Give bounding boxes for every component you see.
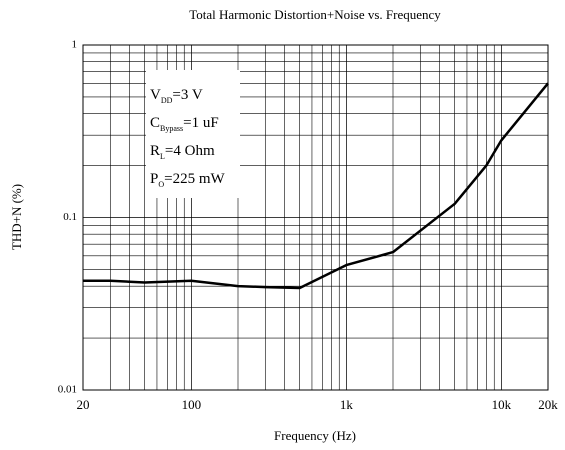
annotation-subscript: L [160,152,165,161]
chart-title: Total Harmonic Distortion+Noise vs. Freq… [189,7,441,22]
annotation-symbol: R [150,143,160,159]
annotation-subscript: DD [161,96,173,105]
annotation-box [146,70,240,198]
annotation: PO=225 mW [150,171,226,188]
annotation-value: =3 V [172,87,202,103]
x-tick-label: 10k [492,397,512,412]
annotation-value: =4 Ohm [165,143,215,159]
annotation-symbol: P [150,171,158,187]
x-tick-label: 1k [340,397,354,412]
annotation-symbol: C [150,115,160,131]
annotation-symbol: V [150,87,161,103]
y-axis-label: THD+N (%) [9,184,24,250]
y-tick-label: 0.01 [58,384,77,396]
annotation-value: =225 mW [164,171,225,187]
plot-frame [82,44,549,391]
y-tick-label: 0.1 [63,211,77,223]
x-tick-label: 20k [538,397,558,412]
y-tick-label: 1 [72,39,78,51]
annotation-subscript: Bypass [160,124,183,133]
annotation-value: =1 uF [183,115,219,131]
x-axis-label: Frequency (Hz) [274,428,356,443]
annotation: CBypass=1 uF [150,115,219,132]
annotation: VDD=3 V [150,87,203,104]
annotation: RL=4 Ohm [150,143,215,160]
annotation-subscript: O [158,180,164,189]
data-line [83,82,549,290]
x-tick-label: 100 [182,397,202,412]
x-tick-label: 20 [77,397,90,412]
